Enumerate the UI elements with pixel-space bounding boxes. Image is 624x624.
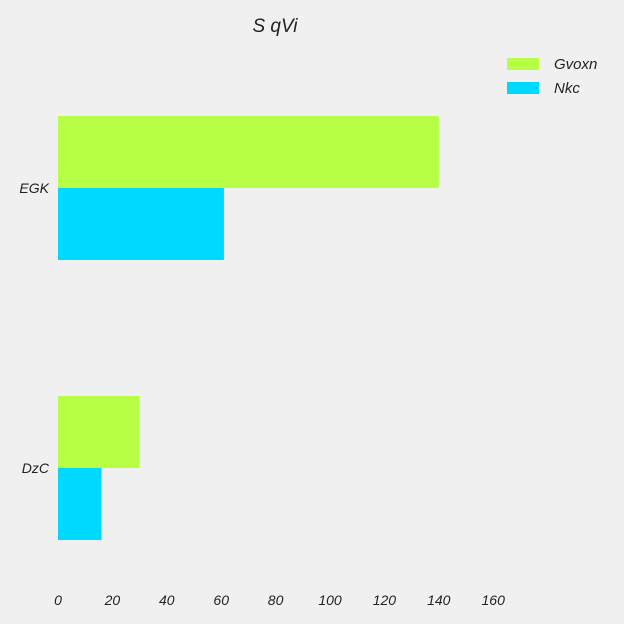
legend-swatch-gvoxn [507, 58, 539, 70]
legend-label-nkc: Nkc [554, 80, 580, 97]
x-tick-label-120: 120 [373, 592, 397, 608]
chart-title: S qVi [252, 16, 298, 37]
category-label-egk: EGK [19, 180, 49, 196]
category-label-dzc: DzC [22, 460, 50, 476]
x-axis-tick-labels: 0 20 40 60 80 100 120 140 160 [54, 592, 505, 608]
bar-gvoxn-dzc [58, 396, 140, 468]
x-tick-label-20: 20 [104, 592, 121, 608]
bar-nkc-dzc [58, 468, 102, 540]
x-tick-label-40: 40 [159, 592, 175, 608]
bar-gvoxn-egk [58, 116, 439, 188]
x-tick-label-0: 0 [54, 592, 62, 608]
x-tick-label-80: 80 [268, 592, 284, 608]
legend-swatch-nkc [507, 82, 539, 94]
category-labels: EGK DzC [19, 180, 49, 476]
x-tick-label-100: 100 [318, 592, 342, 608]
legend: Gvoxn Nkc [507, 56, 597, 97]
x-tick-label-140: 140 [427, 592, 451, 608]
x-tick-label-160: 160 [482, 592, 506, 608]
x-tick-label-60: 60 [213, 592, 229, 608]
bar-nkc-egk [58, 188, 224, 260]
bars-group [58, 116, 439, 540]
legend-label-gvoxn: Gvoxn [554, 56, 597, 73]
